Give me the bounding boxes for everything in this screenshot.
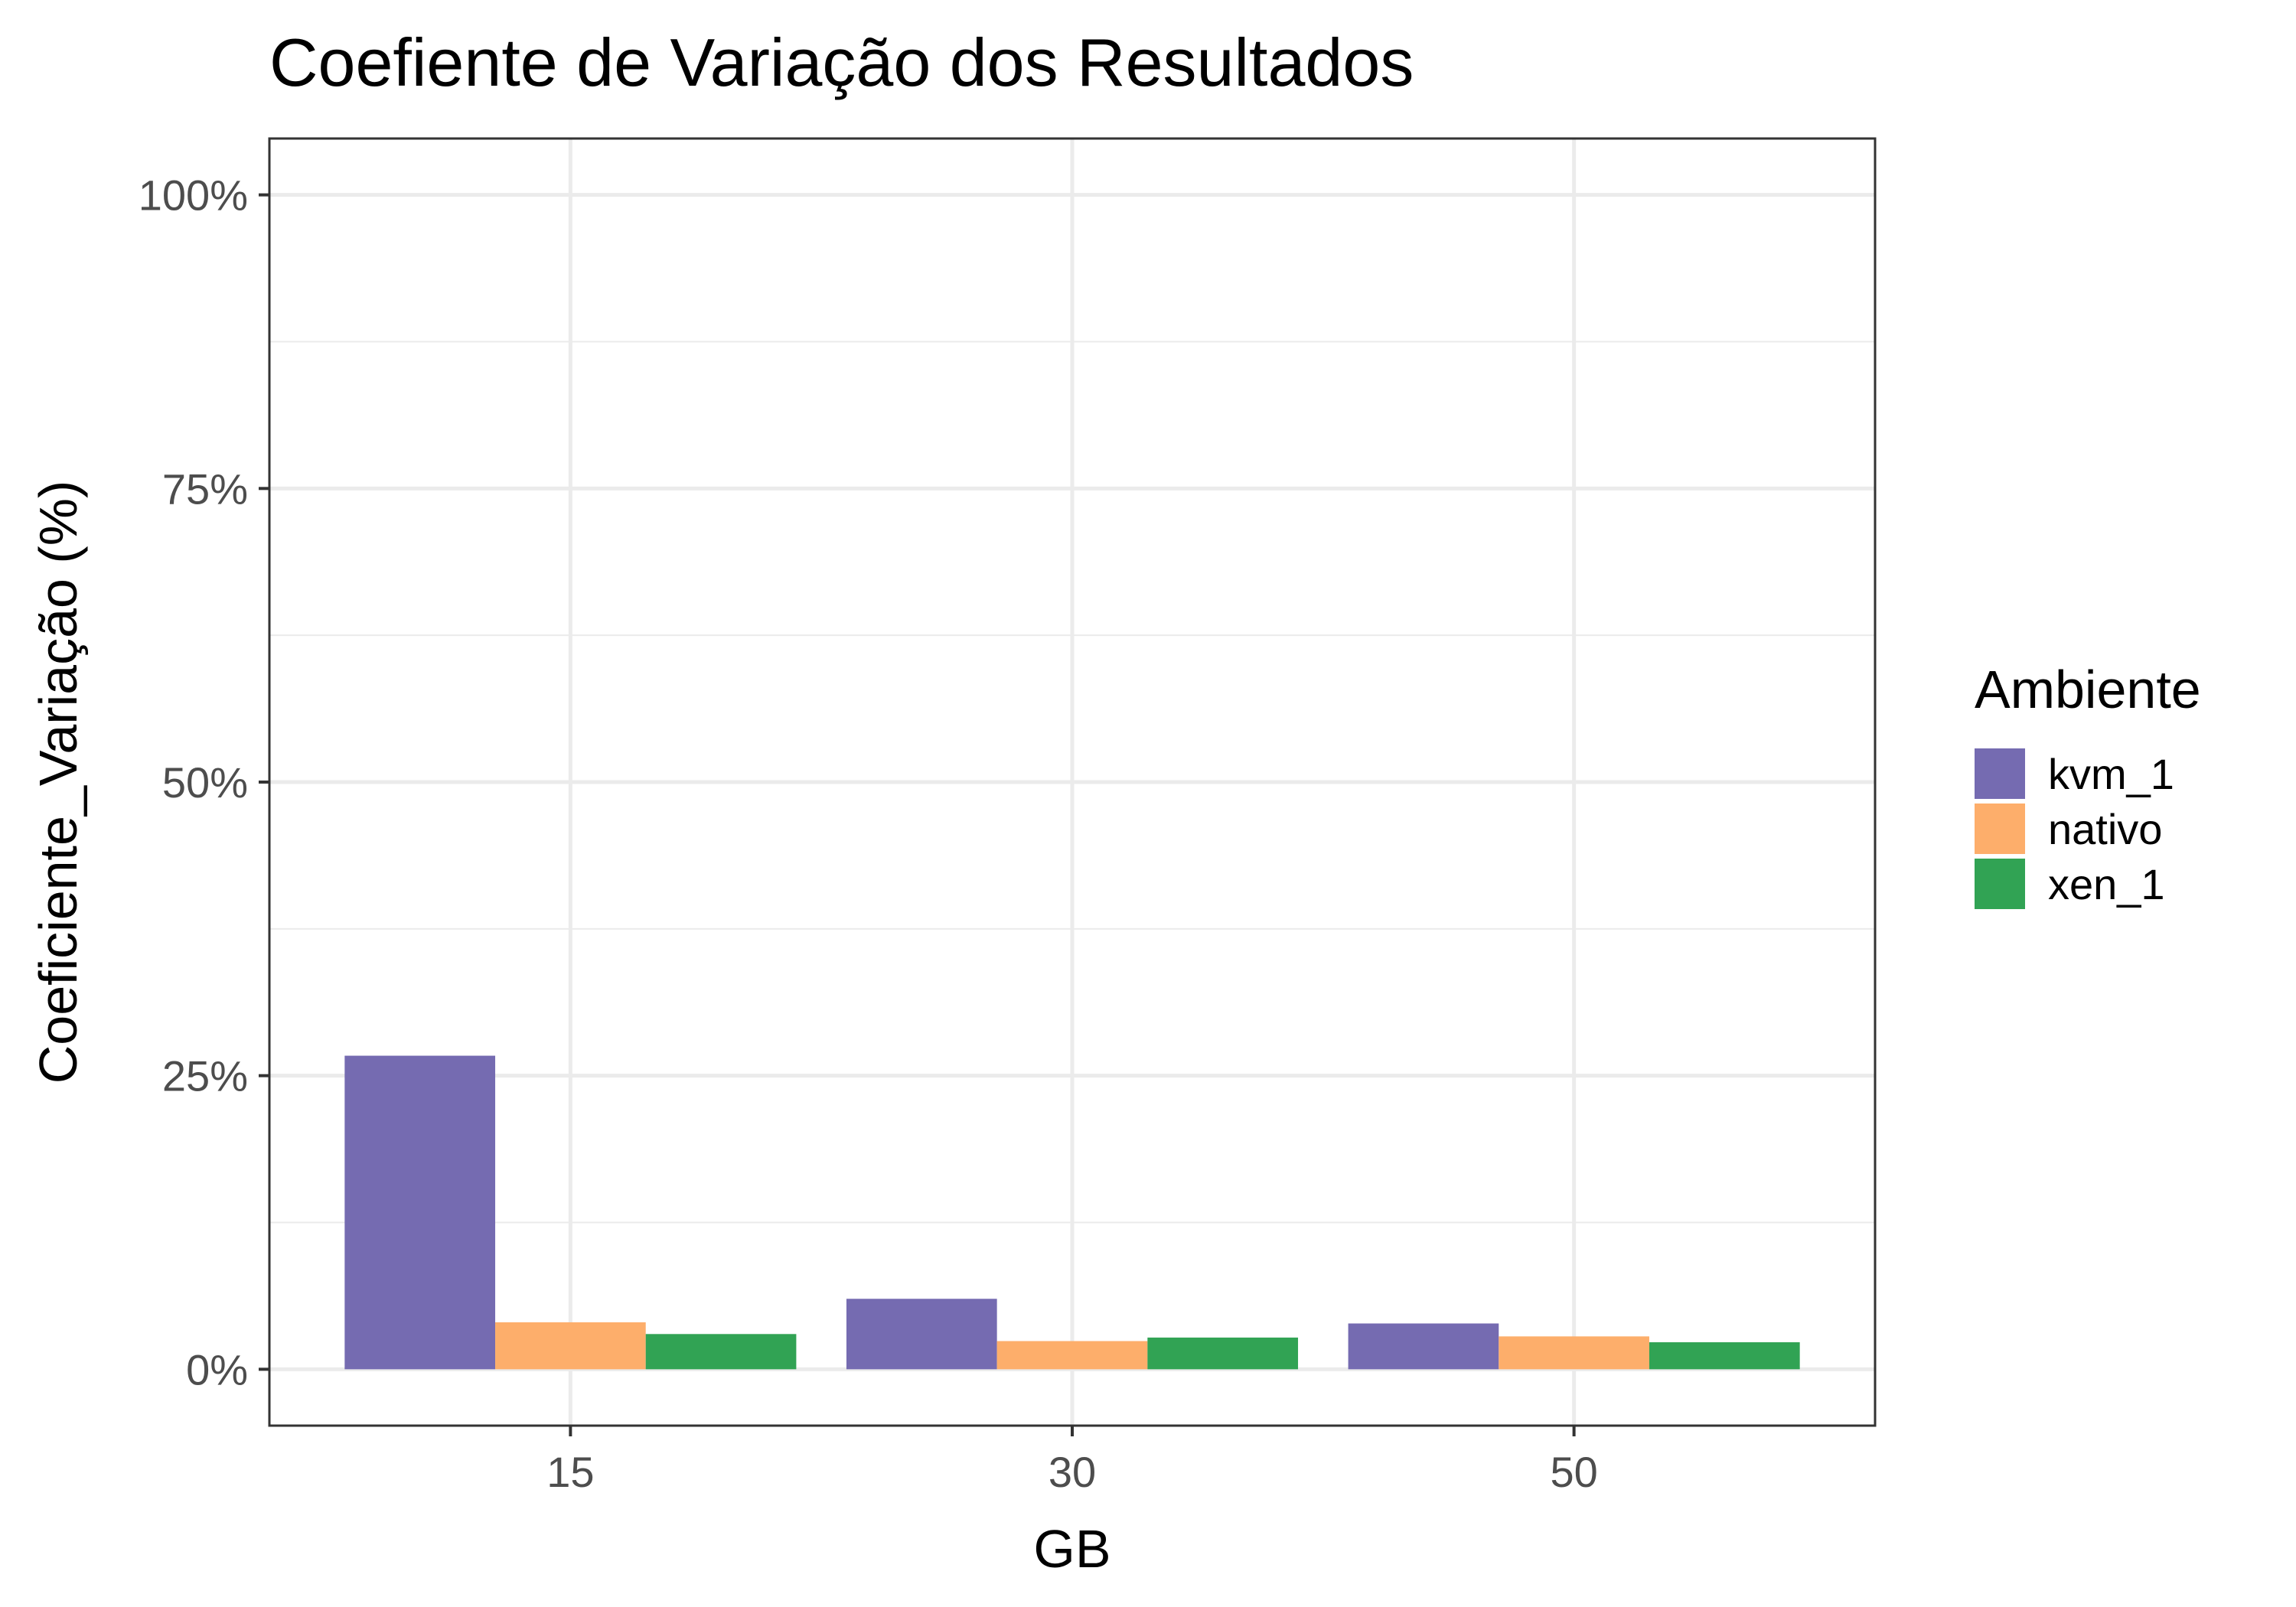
y-tick-label: 0% xyxy=(186,1345,248,1393)
legend-label-nativo: nativo xyxy=(2048,805,2162,853)
y-tick-label: 50% xyxy=(162,758,248,807)
bars xyxy=(344,1055,1800,1370)
y-tick-label: 75% xyxy=(162,464,248,513)
bar-xen_1-30 xyxy=(1147,1337,1299,1370)
legend-label-xen_1: xen_1 xyxy=(2048,860,2165,908)
chart-title: Coefiente de Variação dos Resultados xyxy=(269,24,1414,100)
x-tick-label: 30 xyxy=(1049,1448,1096,1496)
legend-key-xen_1 xyxy=(1975,859,2025,909)
axes: 0% 25% 50% 75% 100% 15 30 50 xyxy=(139,171,1598,1496)
x-tick-label: 50 xyxy=(1550,1448,1597,1496)
x-axis-title: GB xyxy=(1033,1519,1110,1579)
bar-kvm_1-30 xyxy=(846,1299,997,1370)
bar-nativo-50 xyxy=(1499,1336,1649,1370)
y-tick-label: 100% xyxy=(139,171,248,220)
legend-key-nativo xyxy=(1975,804,2025,854)
y-tick-label: 25% xyxy=(162,1052,248,1100)
bar-nativo-15 xyxy=(495,1322,646,1370)
legend-key-kvm_1 xyxy=(1975,748,2025,799)
legend-label-kvm_1: kvm_1 xyxy=(2048,750,2174,798)
bar-xen_1-15 xyxy=(645,1334,797,1370)
legend-title: Ambiente xyxy=(1975,660,2201,719)
bar-nativo-30 xyxy=(996,1341,1148,1370)
x-tick-label: 15 xyxy=(546,1448,594,1496)
bar-kvm_1-15 xyxy=(344,1055,496,1370)
y-axis-title: Coeficiente_Variação (%) xyxy=(28,481,88,1084)
bar-kvm_1-50 xyxy=(1348,1323,1499,1370)
grid-lines xyxy=(269,139,1875,1426)
bar-xen_1-50 xyxy=(1649,1342,1800,1370)
